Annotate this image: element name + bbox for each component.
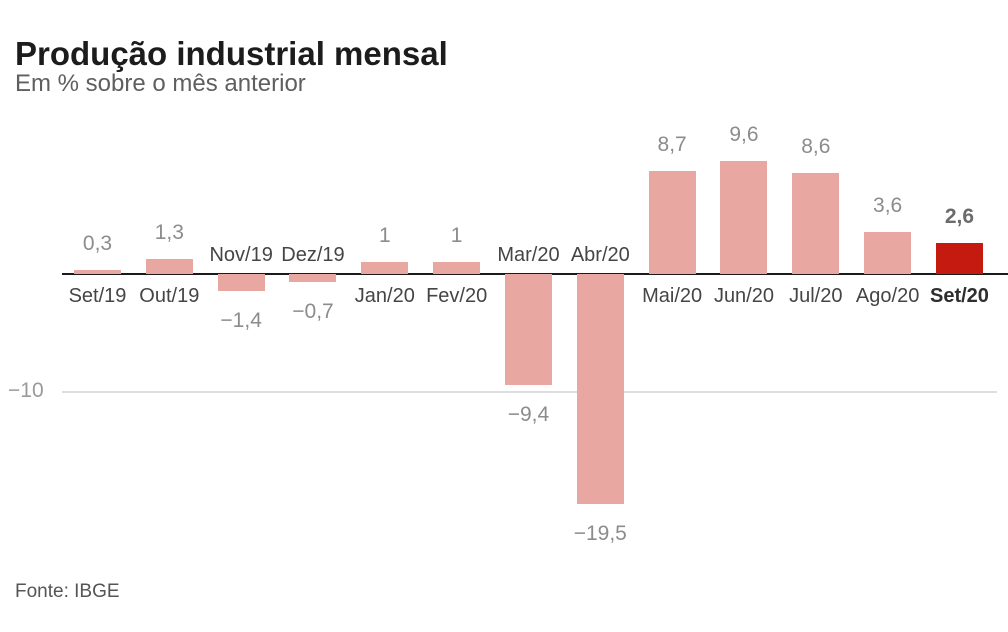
value-label-fev-20: 1 (450, 224, 463, 248)
bar-jun-20 (720, 160, 768, 274)
month-label-abr-20: Abr/20 (570, 244, 630, 266)
month-label-set-20: Set/20 (929, 285, 989, 307)
bar-nov-19 (217, 274, 265, 291)
value-label-mar-20: −9,4 (507, 402, 550, 426)
value-label-abr-20: −19,5 (573, 522, 627, 546)
value-label-nov-19: −1,4 (220, 308, 262, 332)
month-label-mai-20: Mai/20 (642, 285, 703, 307)
month-label-set-19: Set/19 (68, 285, 127, 307)
month-label-jul-20: Jul/20 (789, 285, 843, 307)
month-label-nov-19: Nov/19 (209, 244, 273, 266)
bar-jan-20 (361, 262, 409, 274)
bar-mai-20 (648, 171, 696, 274)
value-label-dez-19: −0,7 (292, 300, 334, 324)
source-note: Fonte: IBGE (15, 581, 120, 602)
value-label-jan-20: 1 (378, 224, 391, 248)
bar-ago-20 (864, 231, 912, 274)
bar-set-20 (935, 243, 983, 274)
month-label-ago-20: Ago/20 (855, 285, 920, 307)
month-label-jun-20: Jun/20 (713, 285, 774, 307)
value-label-jul-20: 8,6 (801, 134, 831, 158)
value-label-mai-20: 8,7 (657, 133, 687, 157)
month-label-out-19: Out/19 (139, 285, 200, 307)
page-title: Produção industrial mensal (15, 35, 448, 73)
value-label-out-19: 1,3 (154, 220, 184, 244)
gridline-minus-10 (62, 391, 997, 393)
bar-jul-20 (792, 172, 840, 274)
bar-abr-20 (576, 274, 624, 505)
value-label-set-20: 2,6 (944, 205, 975, 229)
month-label-jan-20: Jan/20 (354, 285, 415, 307)
bar-mar-20 (504, 274, 552, 385)
bar-out-19 (145, 258, 193, 274)
gridline-label: −10 (8, 379, 44, 402)
value-label-ago-20: 3,6 (873, 193, 903, 217)
month-label-fev-20: Fev/20 (426, 285, 488, 307)
bar-fev-20 (433, 262, 481, 274)
month-label-dez-19: Dez/19 (281, 244, 345, 266)
value-label-set-19: 0,3 (82, 232, 113, 256)
month-label-mar-20: Mar/20 (497, 244, 560, 266)
value-label-jun-20: 9,6 (729, 122, 759, 146)
page-subtitle: Em % sobre o mês anterior (15, 70, 306, 97)
bar-set-19 (74, 270, 121, 274)
bar-dez-19 (289, 274, 337, 283)
